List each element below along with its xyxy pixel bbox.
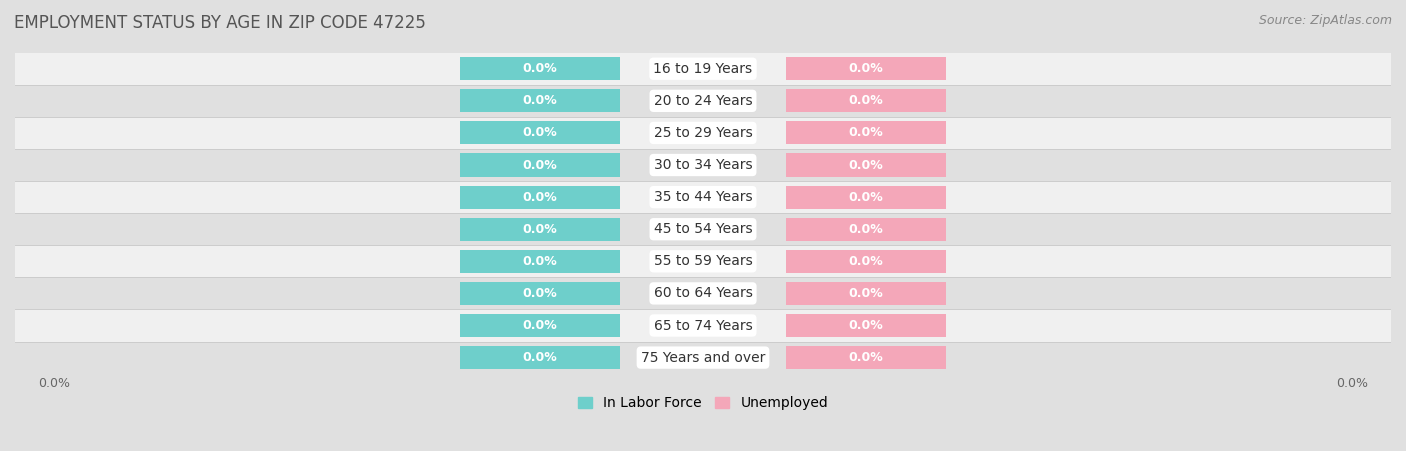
Bar	[15, 341, 1391, 373]
Bar	[460, 121, 620, 144]
Bar	[460, 282, 620, 305]
Bar	[460, 314, 620, 337]
Text: 0.0%: 0.0%	[848, 287, 883, 300]
Text: 0.0%: 0.0%	[523, 94, 558, 107]
Bar	[786, 282, 946, 305]
Bar	[15, 309, 1391, 341]
Text: 0.0%: 0.0%	[848, 351, 883, 364]
Bar	[460, 153, 620, 177]
Bar	[786, 89, 946, 112]
Text: Source: ZipAtlas.com: Source: ZipAtlas.com	[1258, 14, 1392, 27]
Text: 0.0%: 0.0%	[848, 255, 883, 268]
Bar	[786, 153, 946, 177]
Bar	[786, 121, 946, 144]
Bar	[460, 250, 620, 273]
Bar	[460, 218, 620, 241]
Bar	[460, 57, 620, 80]
Bar	[786, 218, 946, 241]
Bar	[15, 117, 1391, 149]
Bar	[15, 53, 1391, 85]
Text: 0.0%: 0.0%	[848, 126, 883, 139]
Text: 0.0%: 0.0%	[523, 62, 558, 75]
Text: 0.0%: 0.0%	[523, 287, 558, 300]
Text: 75 Years and over: 75 Years and over	[641, 350, 765, 364]
Text: 0.0%: 0.0%	[523, 351, 558, 364]
Legend: In Labor Force, Unemployed: In Labor Force, Unemployed	[578, 396, 828, 410]
Bar	[15, 181, 1391, 213]
Text: 0.0%: 0.0%	[523, 126, 558, 139]
Bar	[15, 277, 1391, 309]
Bar	[786, 314, 946, 337]
Text: 0.0%: 0.0%	[848, 158, 883, 171]
Text: 0.0%: 0.0%	[848, 94, 883, 107]
Text: EMPLOYMENT STATUS BY AGE IN ZIP CODE 47225: EMPLOYMENT STATUS BY AGE IN ZIP CODE 472…	[14, 14, 426, 32]
Text: 0.0%: 0.0%	[848, 191, 883, 203]
Text: 55 to 59 Years: 55 to 59 Years	[654, 254, 752, 268]
Bar	[786, 185, 946, 209]
Text: 0.0%: 0.0%	[848, 319, 883, 332]
Text: 0.0%: 0.0%	[523, 223, 558, 236]
Text: 65 to 74 Years: 65 to 74 Years	[654, 318, 752, 332]
Text: 0.0%: 0.0%	[1336, 377, 1368, 390]
Text: 45 to 54 Years: 45 to 54 Years	[654, 222, 752, 236]
Text: 25 to 29 Years: 25 to 29 Years	[654, 126, 752, 140]
Bar	[786, 57, 946, 80]
Text: 0.0%: 0.0%	[523, 255, 558, 268]
Text: 0.0%: 0.0%	[848, 62, 883, 75]
Text: 30 to 34 Years: 30 to 34 Years	[654, 158, 752, 172]
Text: 0.0%: 0.0%	[38, 377, 70, 390]
Bar	[786, 346, 946, 369]
Bar	[15, 85, 1391, 117]
Text: 0.0%: 0.0%	[523, 158, 558, 171]
Bar	[15, 213, 1391, 245]
Bar	[15, 245, 1391, 277]
Text: 0.0%: 0.0%	[848, 223, 883, 236]
Text: 20 to 24 Years: 20 to 24 Years	[654, 94, 752, 108]
Bar	[460, 346, 620, 369]
Bar	[786, 250, 946, 273]
Text: 35 to 44 Years: 35 to 44 Years	[654, 190, 752, 204]
Text: 0.0%: 0.0%	[523, 319, 558, 332]
Bar	[460, 185, 620, 209]
Bar	[460, 89, 620, 112]
Text: 60 to 64 Years: 60 to 64 Years	[654, 286, 752, 300]
Text: 0.0%: 0.0%	[523, 191, 558, 203]
Bar	[15, 149, 1391, 181]
Text: 16 to 19 Years: 16 to 19 Years	[654, 62, 752, 76]
